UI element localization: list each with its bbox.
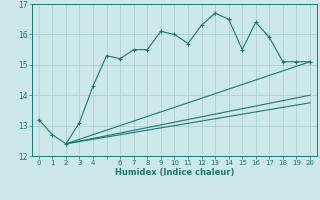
X-axis label: Humidex (Indice chaleur): Humidex (Indice chaleur) xyxy=(115,168,234,177)
